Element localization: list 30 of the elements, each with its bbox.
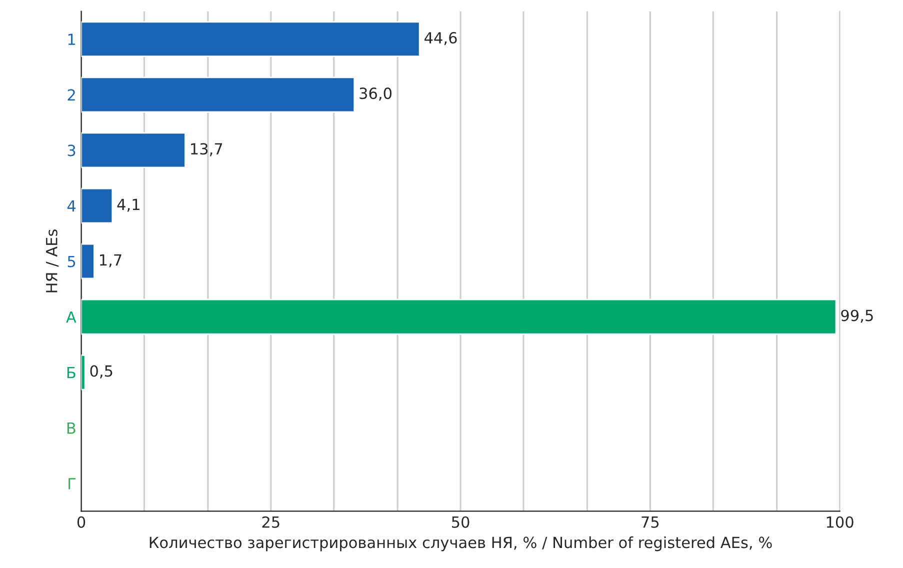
data-label: 36,0 [360,88,392,101]
x-tick-label: 100 [826,516,854,528]
bar [81,21,420,58]
data-label: 1,7 [100,254,122,268]
y-axis-title: НЯ / AEs [46,230,59,292]
x-tick-label: 25 [262,516,280,528]
data-label: 99,5 [841,310,873,323]
bar [81,354,86,390]
bar [81,132,186,168]
x-tick-label: 75 [642,516,659,528]
bar [81,298,837,335]
y-tick-label: Б [67,367,76,378]
y-tick-label: 1 [68,34,75,45]
data-label: 13,7 [191,143,222,156]
y-tick-label: 4 [67,200,76,212]
y-tick-label: Г [68,478,76,490]
y-tick-label: А [66,311,76,323]
y-tick-label: 3 [68,144,76,156]
y-tick-label: 2 [68,89,75,100]
x-axis-title: Количество зарегистрированных случаев НЯ, % / Number of registered AEs, % [150,536,772,552]
data-label: 44,6 [424,32,457,46]
x-tick-label: 0 [77,516,86,528]
y-tick-label: В [67,422,76,434]
data-label: 4,1 [117,198,140,212]
x-tick-label: 50 [452,516,470,528]
bar [81,188,114,224]
data-label: 0,5 [90,365,112,378]
bar [81,76,356,113]
bar [81,243,95,280]
y-tick-label: 5 [68,256,76,268]
